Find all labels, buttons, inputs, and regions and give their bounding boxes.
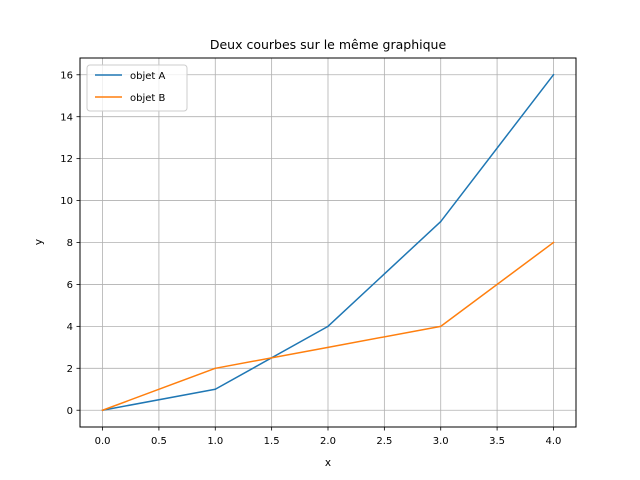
data-point-objet-b [101, 409, 104, 411]
data-point-objet-b [327, 346, 329, 349]
axis-ticks: 0.0 0.5 1.0 1.5 2.0 2.5 3.0 3.5 4.0 0 2 4 6 8 10 12 14 16 [60, 70, 561, 447]
data-point-objet-a [214, 388, 217, 391]
data-point-objet-b [552, 241, 555, 244]
x-tick-label: 0.5 [151, 436, 167, 447]
series-lines [101, 73, 555, 412]
y-tick-label: 16 [60, 70, 73, 81]
x-tick-label: 4.0 [546, 436, 562, 447]
x-tick-label: 1.0 [207, 436, 223, 447]
x-tick-label: 0.0 [95, 436, 111, 447]
y-tick-label: 6 [67, 280, 73, 291]
x-tick-label: 3.0 [433, 436, 449, 447]
legend-label-objet-a: objet A [130, 71, 165, 82]
data-point-objet-b [214, 367, 217, 370]
x-axis-label: x [325, 457, 331, 469]
y-tick-label: 8 [67, 238, 73, 249]
data-point-objet-a [552, 74, 555, 76]
y-tick-label: 4 [67, 322, 73, 333]
data-point-objet-a [439, 220, 442, 223]
y-tick-label: 12 [60, 154, 73, 165]
y-tick-label: 14 [60, 112, 73, 123]
data-point-objet-a [327, 325, 329, 328]
y-tick-label: 2 [67, 364, 73, 375]
chart-title: Deux courbes sur le même graphique [210, 37, 447, 52]
legend-box [86, 64, 188, 112]
legend: objet A objet B [86, 64, 188, 112]
y-tick-label: 10 [60, 196, 73, 207]
x-tick-label: 2.0 [320, 436, 336, 447]
legend-label-objet-b: objet B [130, 93, 165, 104]
x-tick-label: 2.5 [376, 436, 392, 447]
y-axis-label: y [33, 239, 45, 245]
y-tick-label: 0 [67, 406, 73, 417]
x-tick-label: 1.5 [264, 436, 280, 447]
grid [80, 58, 576, 427]
x-tick-label: 3.5 [489, 436, 505, 447]
data-point-objet-b [439, 325, 442, 328]
